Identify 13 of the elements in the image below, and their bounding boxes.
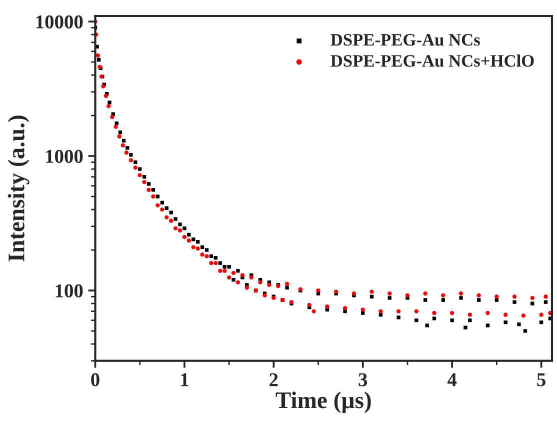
legend-label: DSPE-PEG-Au NCs xyxy=(330,34,480,46)
x-tick-label: 4 xyxy=(447,373,457,386)
y-tick-label: 100 xyxy=(56,284,83,298)
x-tick-label: 2 xyxy=(270,373,278,386)
legend-label: DSPE-PEG-Au NCs+HClO xyxy=(330,54,534,67)
y-tick-label: 1000 xyxy=(46,150,83,163)
y-axis-title: Intensity (a.u.) xyxy=(8,116,30,262)
x-axis-title: Time (µs) xyxy=(276,392,371,414)
x-tick-label: 0 xyxy=(91,373,100,386)
x-tick-label: 5 xyxy=(537,373,546,386)
x-tick-label: 3 xyxy=(358,373,368,386)
x-tick-label: 1 xyxy=(181,373,188,386)
y-tick-label: 10000 xyxy=(36,15,83,28)
